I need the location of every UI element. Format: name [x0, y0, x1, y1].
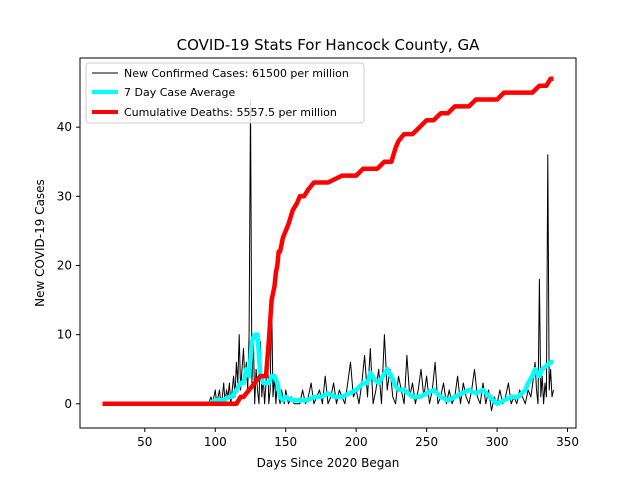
y-tick-label: 0 [64, 397, 72, 411]
x-axis-label: Days Since 2020 Began [257, 456, 400, 470]
y-tick-label: 30 [57, 189, 72, 203]
y-tick-label: 10 [57, 328, 72, 342]
x-tick-label: 350 [556, 435, 579, 449]
y-tick-label: 40 [57, 120, 72, 134]
legend: New Confirmed Cases: 61500 per million 7… [85, 62, 365, 124]
series-line-7-day-average [207, 332, 554, 407]
series-line-new-cases [102, 99, 554, 412]
legend-label-cumulative-deaths: Cumulative Deaths: 5557.5 per million [124, 106, 337, 119]
plot-area [79, 57, 577, 429]
y-tick-label: 20 [57, 258, 72, 272]
legend-label-7-day-average: 7 Day Case Average [124, 86, 236, 99]
series-line-cumulative-deaths [102, 76, 554, 407]
legend-box [85, 62, 365, 124]
x-tick-label: 200 [345, 435, 368, 449]
x-tick-label: 100 [204, 435, 227, 449]
x-tick-label: 250 [415, 435, 438, 449]
x-tick-label: 150 [274, 435, 297, 449]
x-tick-label: 50 [137, 435, 152, 449]
y-axis-label: New COVID-19 Cases [33, 179, 47, 307]
chart-title: COVID-19 Stats For Hancock County, GA [177, 36, 480, 54]
x-axis: 50 100 150 200 250 300 350 [137, 428, 579, 449]
y-axis: 0 10 20 30 40 [57, 120, 80, 411]
plot-frame [79, 57, 577, 429]
legend-label-new-cases: New Confirmed Cases: 61500 per million [124, 67, 349, 80]
series-layer [102, 76, 554, 412]
x-tick-label: 300 [486, 435, 509, 449]
